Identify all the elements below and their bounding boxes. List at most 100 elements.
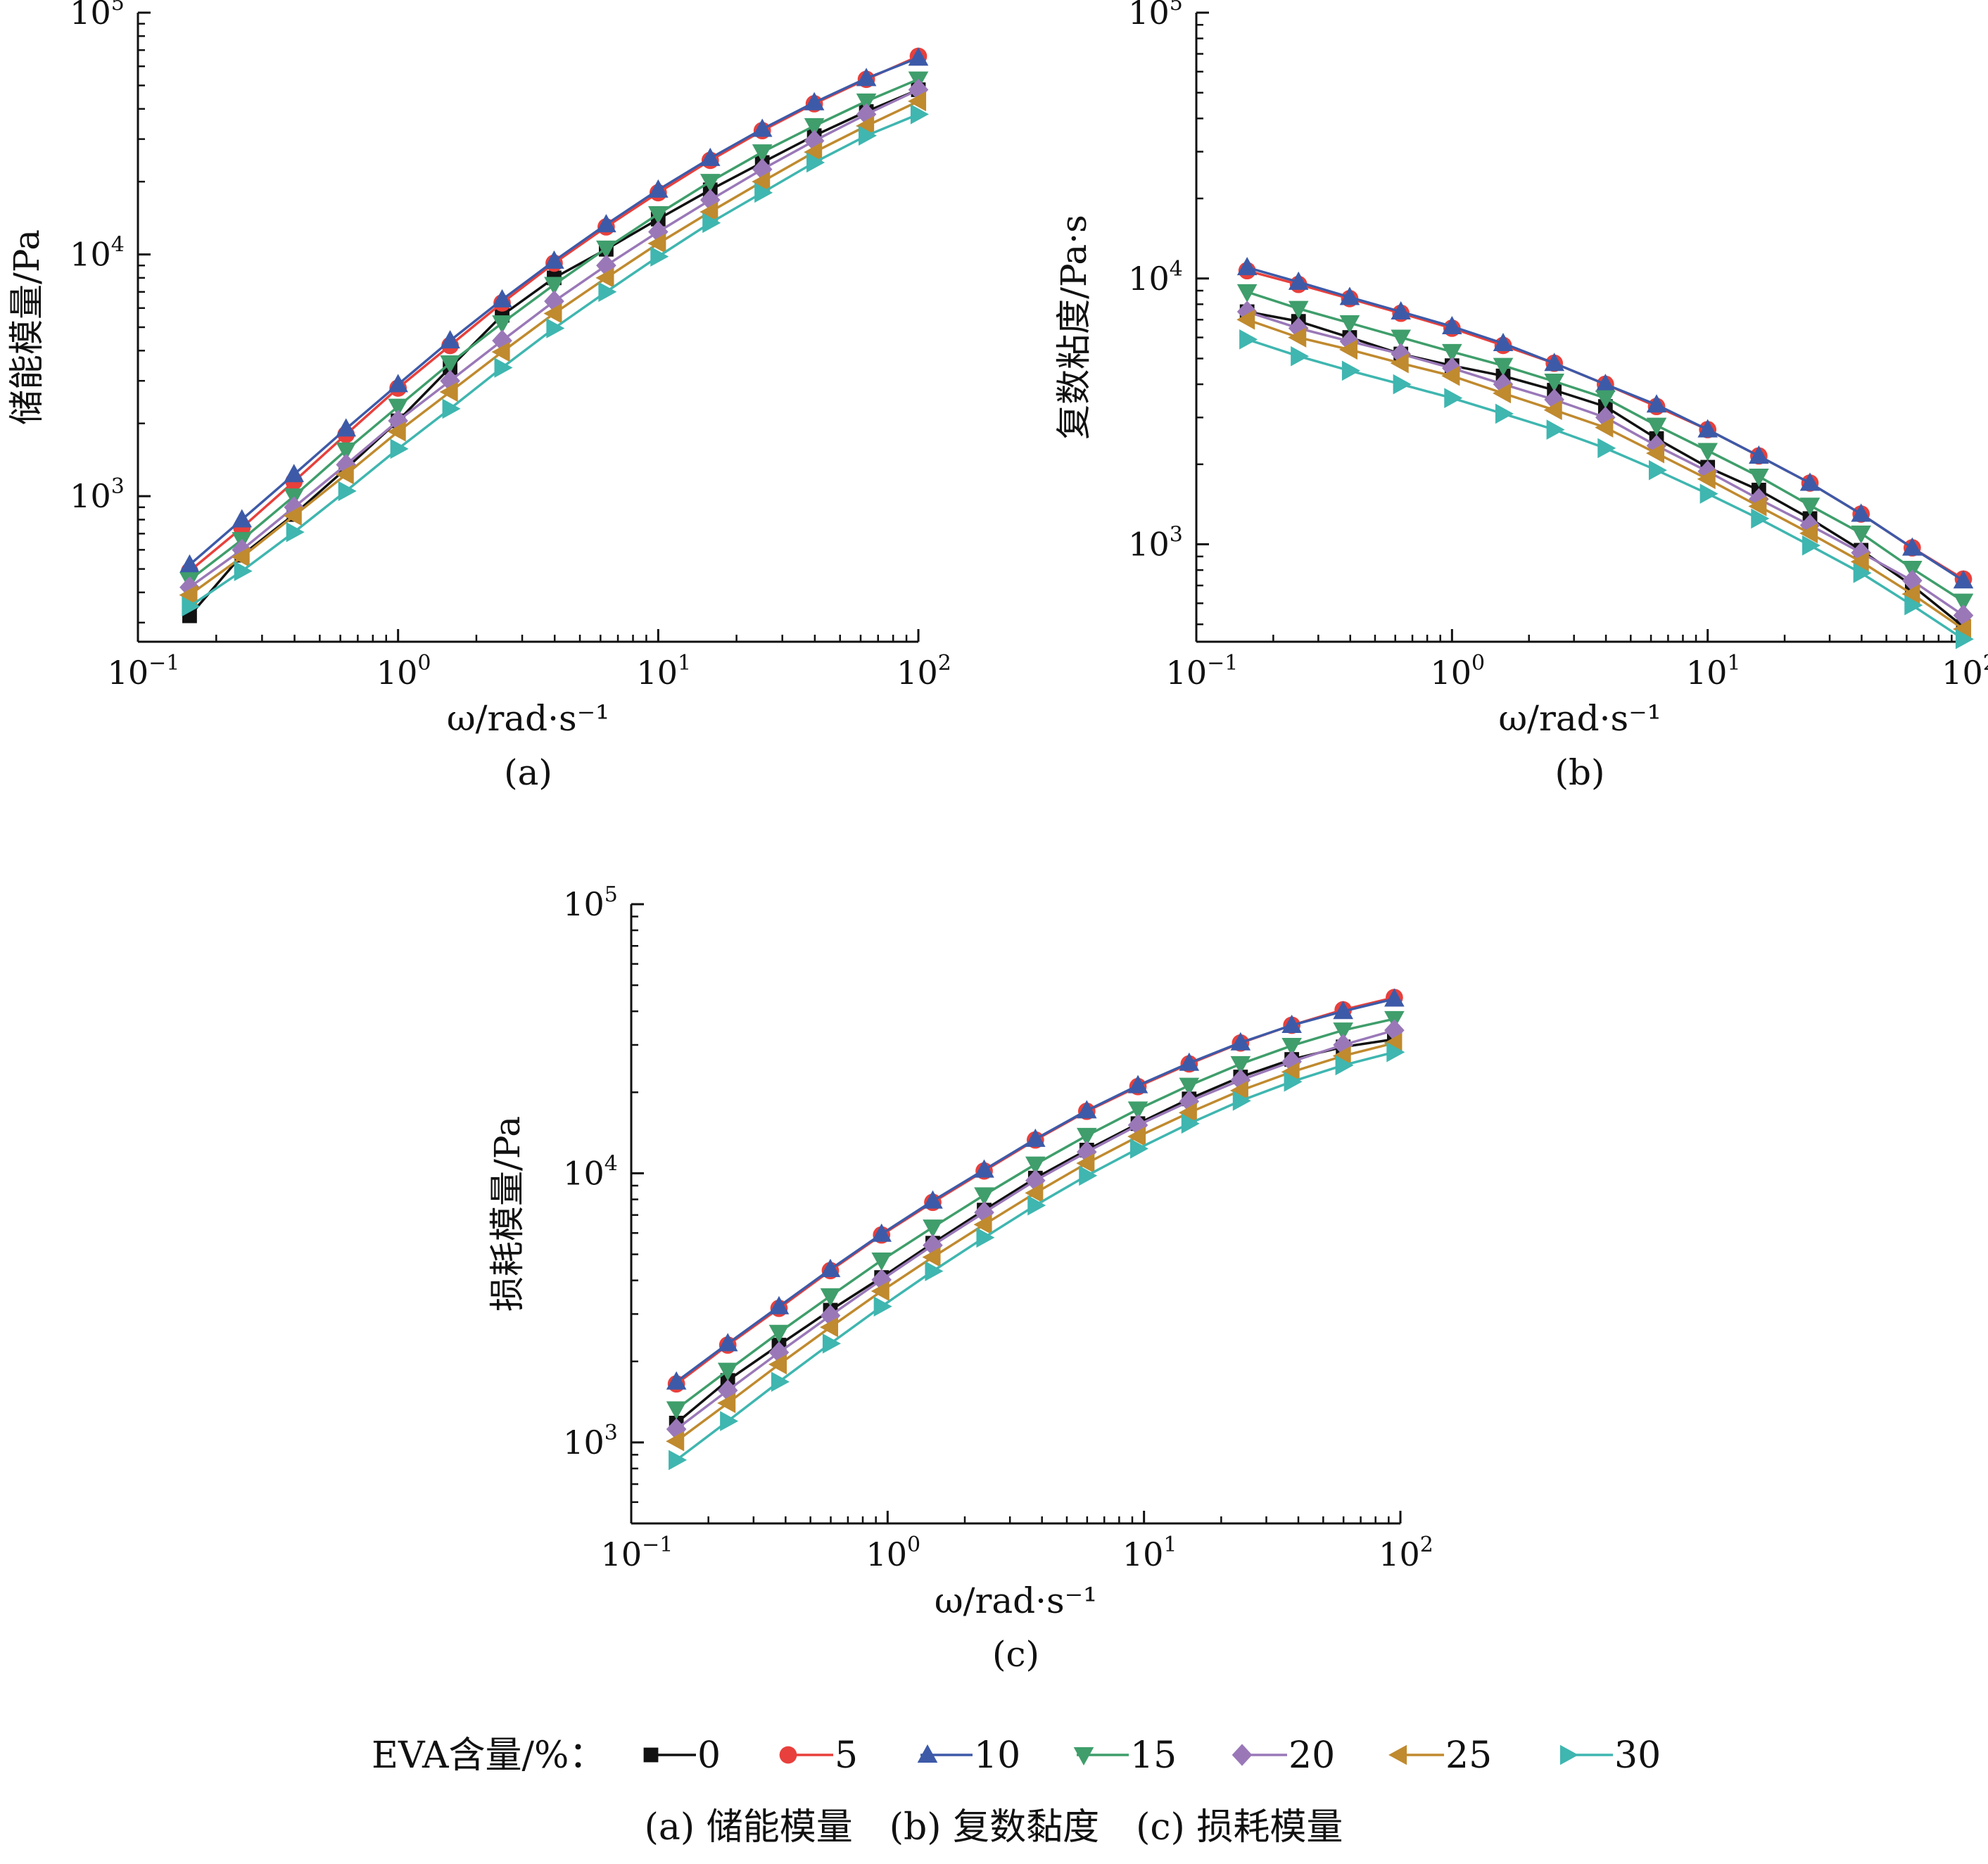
data-point [1025,1156,1046,1175]
data-point [871,1253,892,1272]
y-tick-label: 105 [563,882,618,923]
legend-item-5: 5 [779,1735,858,1777]
legend-label: 15 [1130,1735,1177,1777]
data-point [804,118,825,137]
data-point [871,1223,892,1242]
data-point [440,330,460,349]
legend-marker [1388,1744,1407,1765]
data-point [440,355,460,374]
data-point [820,1317,839,1338]
data-point [976,1227,995,1248]
x-axis-label: ω/rad·s⁻¹ [1498,698,1661,739]
x-tick-label: 101 [637,651,692,692]
data-point [822,1333,841,1354]
data-point [771,1371,790,1393]
data-point [699,189,721,211]
x-tick-label: 10−1 [601,1533,673,1573]
panel-label: (a) [504,752,552,793]
x-tick-label: 100 [1431,651,1486,692]
data-point [1904,595,1923,616]
data-point [231,547,250,567]
data-point [1493,333,1514,352]
data-point [1955,628,1974,649]
data-point [596,240,616,259]
legend-title: EVA含量/%： [372,1735,605,1777]
data-point [974,1159,994,1178]
x-tick-label: 10−1 [1166,651,1239,692]
data-point [1181,1113,1200,1134]
data-point [1232,1091,1251,1111]
data-point [1076,1153,1095,1174]
data-point [1333,1022,1353,1041]
data-point [1130,1139,1149,1159]
x-tick-label: 100 [866,1533,921,1573]
data-point [666,1431,685,1452]
data-point [908,47,929,66]
series-25 [1236,309,1972,640]
panel-b-complex-viscosity: 10−1 100 101 102 103 104 105 ω/rad·s⁻¹ 复数粘度/Pa·s… [1053,0,1988,793]
data-point [595,267,614,289]
data-point [1127,1126,1146,1147]
data-point [1493,373,1514,395]
data-point [650,246,669,267]
data-point [338,481,357,502]
data-point [335,464,354,485]
panel-a-storage-modulus: 10−1 100 101 102 103 104 105 ω/rad·s⁻¹ 储能模量/Pa (a… [6,0,951,793]
series-30 [182,104,929,617]
data-point [856,93,877,112]
data-point [1384,988,1405,1007]
data-point [1595,390,1616,409]
data-point [1597,438,1616,459]
data-point [768,1354,787,1375]
data-point [820,1258,841,1277]
data-point [1902,537,1923,556]
data-point [1901,583,1920,604]
data-point [284,464,305,483]
data-point [1851,503,1871,522]
data-point [1850,551,1869,572]
data-point [1239,329,1258,350]
panel-c-loss-modulus: 10−1 100 101 102 103 104 105 ω/rad·s⁻¹ 损耗模量/Pa (c… [487,882,1433,1675]
y-tick-label: 103 [1128,523,1183,564]
data-point [859,125,878,146]
figure-caption: (a) 储能模量 (b) 复数黏度 (c) 损耗模量 [645,1806,1343,1849]
data-point [336,442,357,461]
data-point [1749,488,1769,510]
data-point [544,290,564,312]
data-point [856,115,875,137]
x-tick-label: 102 [897,651,951,692]
data-point [1390,353,1409,374]
x-tick-label: 101 [1686,651,1741,692]
data-point [1077,1100,1097,1119]
data-point [179,554,200,573]
data-point [1495,403,1514,424]
data-point [1281,1015,1302,1034]
data-point [1332,1046,1351,1066]
data-point [1546,419,1565,440]
data-point [596,254,616,277]
data-point [804,141,823,163]
data-point [1281,1062,1300,1082]
data-point [1697,469,1716,490]
data-point [1386,1041,1405,1063]
data-point [1953,593,1974,612]
data-point [1339,339,1358,360]
panel-label: (b) [1555,752,1604,793]
data-point [702,213,721,234]
series-10 [179,47,929,573]
data-point [1646,417,1667,436]
y-axis-label: 储能模量/Pa [6,229,47,425]
data-point [647,233,666,254]
data-point [1127,1101,1148,1120]
data-point [1697,443,1718,462]
legend-label: 10 [974,1735,1020,1777]
data-point [1749,469,1769,488]
data-point [923,1219,943,1238]
legend-label: 0 [697,1735,721,1777]
data-point [232,509,253,528]
series-15 [666,1010,1405,1420]
data-point [1230,1055,1251,1074]
data-point [1288,327,1307,348]
data-point [1288,300,1309,319]
data-point [1853,562,1872,583]
